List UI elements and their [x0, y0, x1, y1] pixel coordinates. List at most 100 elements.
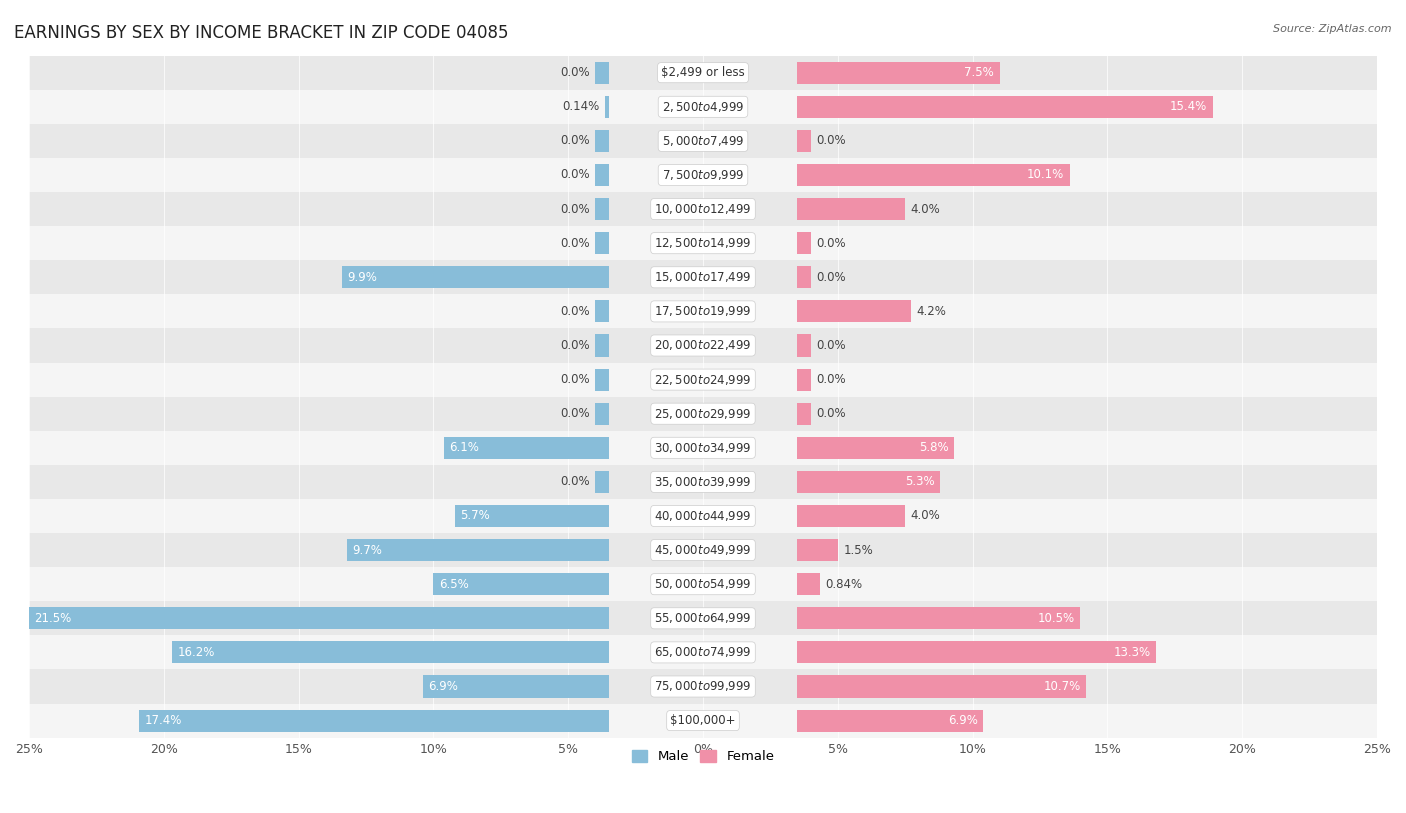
Bar: [30, 607, 609, 629]
Bar: [797, 607, 1080, 629]
Bar: [595, 402, 609, 424]
Text: 0.0%: 0.0%: [560, 407, 589, 420]
Bar: [139, 710, 609, 732]
Text: 4.0%: 4.0%: [911, 510, 941, 523]
Bar: [342, 266, 609, 289]
Text: 10.5%: 10.5%: [1038, 612, 1076, 625]
Bar: [797, 300, 911, 323]
Bar: [30, 499, 1376, 533]
Text: 9.9%: 9.9%: [347, 271, 377, 284]
Text: $22,500 to $24,999: $22,500 to $24,999: [654, 372, 752, 387]
Bar: [595, 368, 609, 391]
Bar: [30, 669, 1376, 703]
Text: $2,500 to $4,999: $2,500 to $4,999: [662, 100, 744, 114]
Text: 0.0%: 0.0%: [817, 271, 846, 284]
Bar: [456, 505, 609, 527]
Text: $12,500 to $14,999: $12,500 to $14,999: [654, 237, 752, 250]
Text: $7,500 to $9,999: $7,500 to $9,999: [662, 168, 744, 182]
Text: $5,000 to $7,499: $5,000 to $7,499: [662, 134, 744, 148]
Bar: [797, 266, 811, 289]
Text: 5.8%: 5.8%: [918, 441, 949, 454]
Text: $45,000 to $49,999: $45,000 to $49,999: [654, 543, 752, 557]
Text: $100,000+: $100,000+: [671, 714, 735, 727]
Bar: [433, 573, 609, 595]
Bar: [797, 334, 811, 357]
Bar: [797, 676, 1085, 698]
Bar: [595, 164, 609, 186]
Text: 0.0%: 0.0%: [560, 373, 589, 386]
Text: 0.0%: 0.0%: [560, 134, 589, 147]
Text: 5.7%: 5.7%: [460, 510, 491, 523]
Text: $40,000 to $44,999: $40,000 to $44,999: [654, 509, 752, 523]
Text: 13.3%: 13.3%: [1114, 646, 1150, 659]
Text: 10.1%: 10.1%: [1026, 168, 1064, 181]
Bar: [595, 471, 609, 493]
Bar: [797, 164, 1070, 186]
Bar: [30, 431, 1376, 465]
Bar: [595, 300, 609, 323]
Text: 0.0%: 0.0%: [817, 237, 846, 250]
Text: EARNINGS BY SEX BY INCOME BRACKET IN ZIP CODE 04085: EARNINGS BY SEX BY INCOME BRACKET IN ZIP…: [14, 24, 509, 42]
Bar: [30, 567, 1376, 602]
Bar: [30, 635, 1376, 669]
Bar: [30, 363, 1376, 397]
Text: 6.9%: 6.9%: [427, 680, 458, 693]
Bar: [595, 233, 609, 254]
Text: 5.3%: 5.3%: [905, 476, 935, 489]
Text: 0.0%: 0.0%: [817, 407, 846, 420]
Bar: [30, 192, 1376, 226]
Text: 17.4%: 17.4%: [145, 714, 183, 727]
Bar: [797, 130, 811, 152]
Bar: [30, 465, 1376, 499]
Text: 0.0%: 0.0%: [560, 237, 589, 250]
Text: 0.0%: 0.0%: [817, 339, 846, 352]
Text: $55,000 to $64,999: $55,000 to $64,999: [654, 611, 752, 625]
Text: 16.2%: 16.2%: [177, 646, 215, 659]
Text: $10,000 to $12,499: $10,000 to $12,499: [654, 202, 752, 216]
Bar: [30, 533, 1376, 567]
Bar: [797, 471, 941, 493]
Bar: [347, 539, 609, 561]
Bar: [797, 710, 983, 732]
Text: 4.2%: 4.2%: [915, 305, 946, 318]
Text: 6.9%: 6.9%: [948, 714, 979, 727]
Bar: [595, 198, 609, 220]
Text: Source: ZipAtlas.com: Source: ZipAtlas.com: [1274, 24, 1392, 34]
Text: 0.84%: 0.84%: [825, 578, 862, 591]
Text: 6.5%: 6.5%: [439, 578, 468, 591]
Bar: [797, 233, 811, 254]
Text: 0.0%: 0.0%: [817, 373, 846, 386]
Bar: [423, 676, 609, 698]
Text: 0.0%: 0.0%: [560, 202, 589, 215]
Text: $50,000 to $54,999: $50,000 to $54,999: [654, 577, 752, 591]
Bar: [797, 96, 1212, 118]
Text: $65,000 to $74,999: $65,000 to $74,999: [654, 646, 752, 659]
Text: $15,000 to $17,499: $15,000 to $17,499: [654, 270, 752, 285]
Text: $2,499 or less: $2,499 or less: [661, 66, 745, 79]
Bar: [605, 96, 609, 118]
Bar: [797, 539, 838, 561]
Bar: [30, 55, 1376, 89]
Text: 0.14%: 0.14%: [562, 100, 599, 113]
Text: 9.7%: 9.7%: [353, 544, 382, 557]
Bar: [30, 89, 1376, 124]
Text: 15.4%: 15.4%: [1170, 100, 1208, 113]
Text: 21.5%: 21.5%: [34, 612, 72, 625]
Text: $25,000 to $29,999: $25,000 to $29,999: [654, 406, 752, 420]
Text: 10.7%: 10.7%: [1043, 680, 1080, 693]
Bar: [30, 602, 1376, 635]
Bar: [797, 62, 1000, 84]
Bar: [595, 130, 609, 152]
Text: 0.0%: 0.0%: [560, 476, 589, 489]
Bar: [30, 124, 1376, 158]
Text: 4.0%: 4.0%: [911, 202, 941, 215]
Text: $30,000 to $34,999: $30,000 to $34,999: [654, 441, 752, 454]
Bar: [30, 226, 1376, 260]
Text: 6.1%: 6.1%: [450, 441, 479, 454]
Bar: [797, 505, 905, 527]
Text: $17,500 to $19,999: $17,500 to $19,999: [654, 304, 752, 319]
Text: 0.0%: 0.0%: [560, 305, 589, 318]
Text: $75,000 to $99,999: $75,000 to $99,999: [654, 680, 752, 693]
Bar: [595, 334, 609, 357]
Bar: [797, 641, 1156, 663]
